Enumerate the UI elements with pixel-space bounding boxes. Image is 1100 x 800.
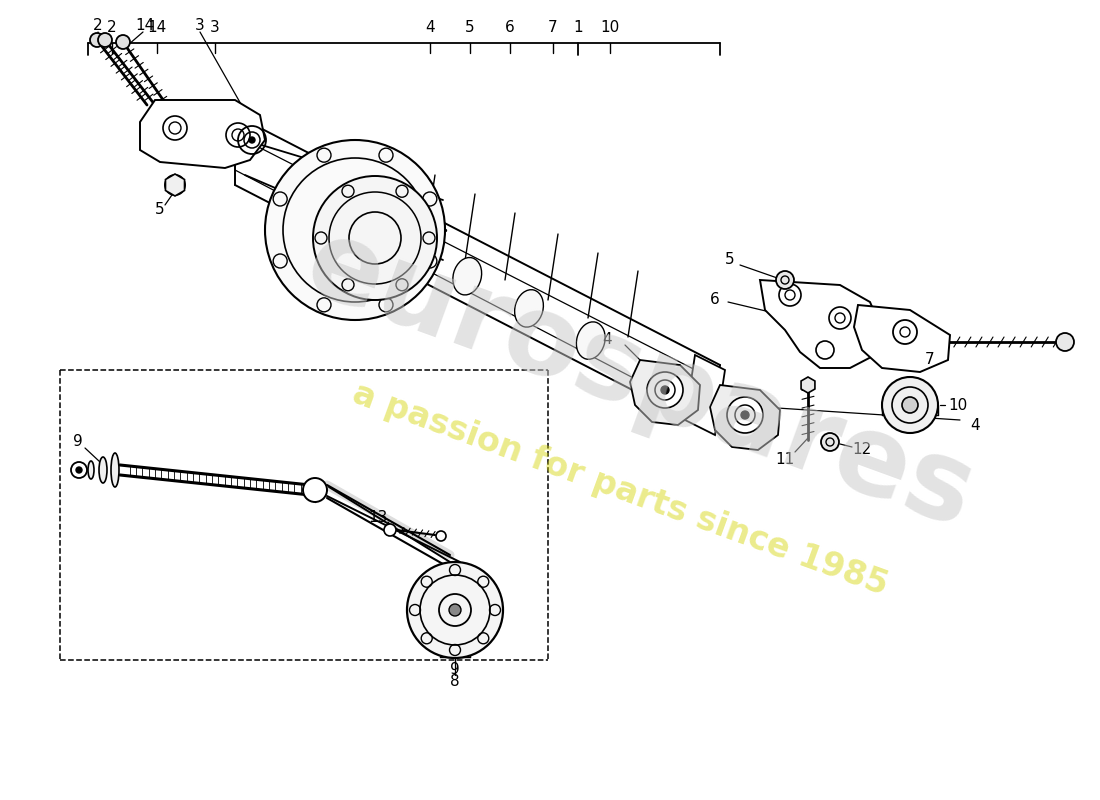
Circle shape [882, 377, 938, 433]
Polygon shape [140, 100, 265, 168]
Ellipse shape [88, 461, 94, 479]
Text: 4: 4 [970, 418, 980, 433]
Circle shape [302, 478, 327, 502]
Text: 10: 10 [948, 398, 968, 413]
Text: 2: 2 [107, 21, 117, 35]
Text: 4: 4 [602, 333, 612, 347]
Text: 6: 6 [505, 21, 515, 35]
Ellipse shape [576, 322, 605, 359]
Circle shape [661, 386, 669, 394]
Ellipse shape [329, 193, 359, 230]
Text: 9: 9 [450, 662, 460, 678]
Text: 5: 5 [465, 21, 475, 35]
Circle shape [902, 397, 918, 413]
Polygon shape [710, 385, 780, 450]
Circle shape [76, 467, 82, 473]
Text: 1: 1 [573, 21, 583, 35]
Text: 14: 14 [147, 21, 166, 35]
Circle shape [741, 411, 749, 419]
Text: 2: 2 [94, 18, 102, 33]
Polygon shape [760, 280, 882, 368]
Circle shape [776, 271, 794, 289]
Ellipse shape [515, 290, 543, 327]
Text: 6: 6 [711, 293, 719, 307]
Circle shape [436, 531, 446, 541]
Circle shape [727, 397, 763, 433]
Text: 10: 10 [601, 21, 619, 35]
Ellipse shape [99, 457, 107, 483]
Circle shape [90, 33, 104, 47]
Text: 11: 11 [776, 453, 794, 467]
Text: 3: 3 [210, 21, 220, 35]
Ellipse shape [111, 453, 119, 487]
Circle shape [821, 433, 839, 451]
Circle shape [449, 604, 461, 616]
Text: 7: 7 [548, 21, 558, 35]
Text: 4: 4 [426, 21, 434, 35]
Circle shape [384, 524, 396, 536]
Text: 12: 12 [852, 442, 871, 458]
Text: 13: 13 [368, 510, 387, 526]
Circle shape [407, 562, 503, 658]
Polygon shape [630, 360, 700, 425]
Ellipse shape [392, 226, 420, 262]
Circle shape [116, 35, 130, 49]
Text: 3: 3 [195, 18, 205, 33]
Text: eurospares: eurospares [292, 210, 989, 550]
Text: 5: 5 [155, 202, 165, 218]
Text: 7: 7 [925, 353, 935, 367]
Polygon shape [165, 174, 185, 196]
Circle shape [647, 372, 683, 408]
Circle shape [98, 33, 112, 47]
Polygon shape [854, 305, 950, 372]
Circle shape [314, 176, 437, 300]
Text: a passion for parts since 1985: a passion for parts since 1985 [348, 378, 892, 602]
Text: 5: 5 [725, 253, 735, 267]
Circle shape [165, 175, 185, 195]
Circle shape [265, 140, 446, 320]
Text: 8: 8 [450, 674, 460, 690]
Polygon shape [801, 377, 815, 393]
Text: 14: 14 [135, 18, 155, 33]
Circle shape [249, 137, 255, 143]
Circle shape [1056, 333, 1074, 351]
Polygon shape [685, 355, 725, 435]
Text: 9: 9 [73, 434, 82, 450]
Ellipse shape [453, 258, 482, 295]
